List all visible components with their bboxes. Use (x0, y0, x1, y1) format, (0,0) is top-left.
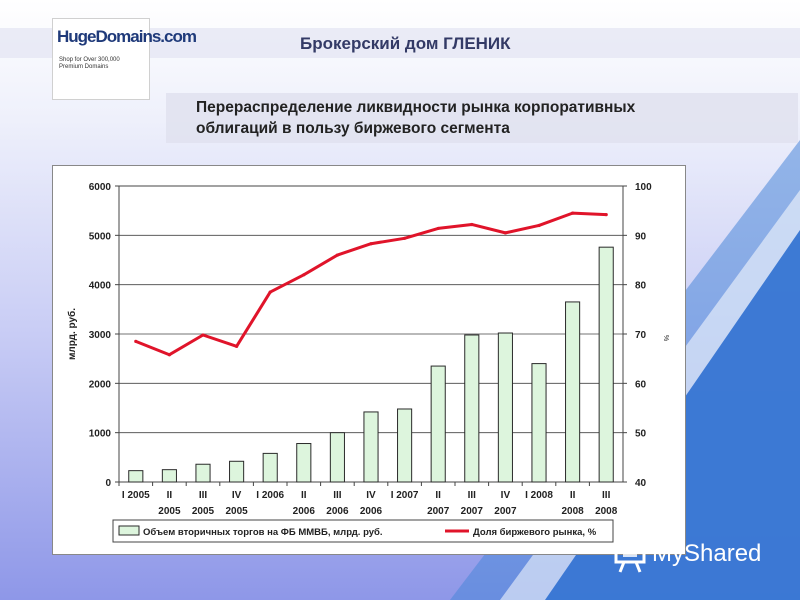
x-tick-label-year: 2008 (595, 506, 618, 517)
x-tick-label-year: 2008 (561, 506, 584, 517)
bar (195, 463, 211, 483)
combo-chart: 0 1000 2000 3000 4000 5000 6000 40 50 60 70 80 90 100… (66, 182, 669, 543)
x-tick-label-year: 2007 (427, 506, 450, 517)
legend-line-label: Доля биржевого рынка, % (473, 527, 597, 538)
y2-tick-label: 60 (635, 379, 647, 390)
presentation-board-icon (614, 540, 646, 573)
line-point (403, 236, 407, 240)
bar (565, 301, 581, 483)
x-tick-label: I 2005 (122, 490, 150, 501)
legend-bar-swatch (118, 525, 140, 536)
y2-tick-label: 90 (635, 231, 647, 242)
x-tick-label: I 2007 (391, 490, 419, 501)
y2-axis-title: % (662, 335, 669, 341)
bar (363, 411, 379, 483)
x-tick-label-year: 2005 (192, 506, 215, 517)
x-tick-label-year: 2006 (326, 506, 349, 517)
chart-frame: 0 1000 2000 3000 4000 5000 6000 40 50 60 70 80 90 100… (52, 165, 686, 555)
line-point (436, 226, 440, 231)
line-point (571, 211, 575, 215)
y-tick-label: 2000 (89, 379, 112, 390)
bar (464, 334, 480, 483)
bar (161, 469, 177, 483)
x-tick-label: IV (232, 490, 242, 501)
y-tick-label: 1000 (89, 429, 112, 440)
x-tick-label-year: 2007 (494, 506, 517, 517)
x-tick-label: II (301, 490, 307, 501)
logo[interactable]: HugeDomains.com Shop for Over 300,000 Pr… (52, 18, 197, 100)
x-tick-label: III (602, 490, 611, 501)
y-tick-label: 3000 (89, 330, 112, 341)
logo-sub-text: Shop for Over 300,000 Premium Domains (59, 57, 120, 70)
x-tick-label-year: 2007 (461, 506, 484, 517)
bar (229, 460, 245, 483)
bar (128, 470, 144, 483)
x-tick-label: IV (366, 490, 376, 501)
bar (262, 452, 278, 483)
x-tick-label: II (570, 490, 576, 501)
x-tick-label-year: 2006 (293, 506, 316, 517)
bar (296, 443, 312, 483)
x-tick-label-year: 2006 (360, 506, 383, 517)
line-point (302, 273, 306, 277)
x-tick-label: III (199, 490, 208, 501)
line-point (235, 344, 239, 348)
subtitle-box: Перераспределение ликвидности рынка корп… (166, 93, 798, 143)
line-point (604, 213, 608, 217)
y2-tick-label: 40 (635, 478, 647, 489)
line-point (167, 353, 171, 357)
line-point (134, 339, 138, 343)
x-tick-label: III (468, 490, 477, 501)
subtitle-line-2: облигаций в пользу биржевого сегмента (196, 120, 510, 137)
y-axis-title: млрд. руб. (66, 308, 78, 360)
x-tick-label: I 2008 (525, 490, 553, 501)
y-tick-label: 6000 (89, 182, 112, 193)
logo-main-text: HugeDomains.com (57, 27, 197, 46)
y-tick-label: 4000 (89, 281, 112, 292)
line-point (470, 222, 474, 227)
x-tick-label: III (333, 490, 342, 501)
line-point (201, 333, 205, 337)
legend-bar-label: Объем вторичных торгов на ФБ ММВБ, млрд.… (143, 527, 383, 538)
bar (329, 432, 345, 483)
y-tick-label: 0 (105, 478, 111, 489)
x-tick-label-year: 2005 (158, 506, 181, 517)
x-tick-label-year: 2005 (225, 506, 248, 517)
x-tick-label: IV (501, 490, 511, 501)
subtitle-line-1: Перераспределение ликвидности рынка корп… (196, 99, 636, 116)
line-point (369, 242, 373, 246)
y-tick-label: 5000 (89, 231, 112, 242)
y2-tick-label: 100 (635, 182, 652, 193)
x-tick-label: II (435, 490, 441, 501)
x-tick-label: II (167, 490, 173, 501)
subtitle-text: Перераспределение ликвидности рынка корп… (196, 97, 786, 139)
legend-box (112, 519, 614, 543)
line-point (268, 290, 272, 294)
watermark[interactable]: MyShared (612, 538, 792, 574)
line-point (335, 253, 339, 257)
bar (531, 363, 547, 483)
watermark-text: MyShared (652, 540, 762, 567)
y2-tick-label: 80 (635, 281, 647, 292)
y2-tick-label: 50 (635, 429, 647, 440)
line-point (503, 231, 507, 235)
bar (430, 365, 446, 483)
bar (397, 408, 413, 483)
page-title: Брокерский дом ГЛЕНИК (300, 34, 511, 53)
bar (598, 246, 614, 483)
bar (497, 332, 513, 483)
x-tick-label: I 2006 (256, 490, 284, 501)
y2-tick-label: 70 (635, 330, 647, 341)
line-point (537, 223, 541, 228)
